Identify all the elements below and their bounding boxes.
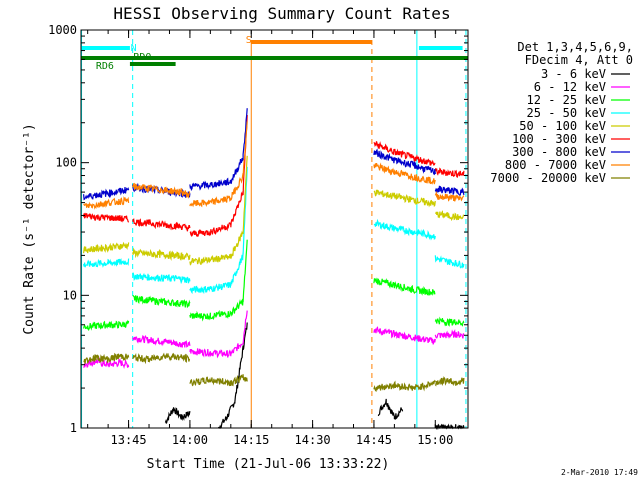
flag-label-rd0: RD0 (133, 52, 151, 63)
series-trace-1-0 (83, 357, 130, 369)
series-trace-6-4 (434, 185, 465, 196)
flag-label-rd6: RD6 (96, 61, 114, 72)
series-trace-1-1 (132, 334, 191, 348)
legend-label-3: 25 - 50 keV (527, 106, 606, 120)
x-tick-label-1: 14:00 (172, 433, 208, 447)
flag-label-s: S (246, 35, 252, 46)
series-trace-5-3 (373, 141, 436, 167)
legend-header-line-1: Det 1,3,4,5,6,9, (517, 40, 633, 54)
series-trace-3-0 (83, 258, 130, 268)
y-tick-label-2: 100 (55, 156, 77, 170)
series-trace-7-0 (83, 195, 130, 210)
series-trace-4-3 (373, 189, 436, 208)
x-tick-label-5: 15:00 (417, 433, 453, 447)
series-trace-7-4 (434, 190, 465, 202)
series-trace-3-3 (373, 218, 436, 241)
series-trace-2-3 (373, 277, 436, 296)
series-trace-0-1 (164, 407, 191, 424)
x-tick-label-2: 14:15 (233, 433, 269, 447)
series-trace-4-0 (83, 241, 130, 254)
series-trace-4-4 (435, 210, 465, 222)
series-trace-2-0 (83, 319, 130, 332)
legend-label-5: 100 - 300 keV (512, 132, 606, 146)
y-tick-label-3: 1000 (48, 23, 77, 37)
series-trace-5-2 (189, 114, 248, 238)
legend-label-0: 3 - 6 keV (541, 67, 606, 81)
series-trace-2-2 (189, 239, 248, 322)
footer-timestamp: 2-Mar-2010 17:49 (561, 468, 638, 477)
series-trace-4-1 (132, 247, 191, 262)
legend-header-line-2: FDecim 4, Att 0 (525, 53, 633, 67)
series-trace-8-1 (132, 352, 191, 365)
series-trace-7-3 (373, 162, 436, 185)
series-trace-8-3 (373, 379, 436, 392)
series-trace-5-1 (132, 218, 191, 232)
legend-label-2: 12 - 25 keV (527, 93, 606, 107)
series-trace-1-2 (189, 310, 248, 359)
legend-label-6: 300 - 800 keV (512, 145, 606, 159)
legend-label-7: 800 - 7000 keV (505, 158, 606, 172)
y-tick-label-0: 1 (70, 421, 77, 435)
legend-label-4: 50 - 100 keV (519, 119, 606, 133)
series-trace-2-4 (434, 316, 465, 327)
legend-label-8: 7000 - 20000 keV (490, 171, 606, 185)
series-trace-6-2 (189, 108, 248, 192)
series-trace-5-4 (434, 167, 465, 178)
series-trace-1-3 (373, 326, 436, 345)
series-trace-7-1 (132, 182, 191, 199)
plot-frame (80, 29, 469, 429)
series-trace-3-4 (434, 255, 465, 269)
series-trace-2-1 (132, 294, 191, 309)
series-trace-8-4 (434, 376, 465, 387)
x-axis-label: Start Time (21-Jul-06 13:33:22) (147, 457, 390, 472)
legend-label-1: 6 - 12 keV (534, 80, 606, 94)
series-trace-3-2 (189, 166, 248, 295)
series-trace-5-0 (83, 212, 130, 223)
flag-label-n: N (131, 43, 137, 54)
axis-layer: 13:45 14:00 14:15 14:30 14:45 15:00 1 10 100 1000 (48, 23, 468, 447)
x-tick-label-0: 13:45 (111, 433, 147, 447)
y-tick-label-1: 10 (63, 288, 77, 302)
series-trace-7-2 (189, 121, 248, 208)
series-trace-1-4 (434, 328, 465, 340)
series-trace-6-0 (83, 187, 130, 201)
series-trace-4-2 (189, 155, 248, 266)
series-trace-3-1 (132, 272, 191, 285)
series-trace-0-2 (217, 322, 248, 429)
chart-title: HESSI Observing Summary Count Rates (113, 4, 450, 23)
series-trace-8-0 (83, 352, 130, 364)
plot-layer (83, 108, 465, 431)
series-trace-8-2 (189, 374, 248, 387)
x-tick-label-4: 14:45 (356, 433, 392, 447)
series-trace-6-3 (373, 148, 436, 176)
series-trace-0-3 (377, 398, 404, 420)
y-axis-label: Count Rate (s⁻¹ detector⁻¹) (22, 123, 37, 334)
x-tick-label-3: 14:30 (295, 433, 331, 447)
